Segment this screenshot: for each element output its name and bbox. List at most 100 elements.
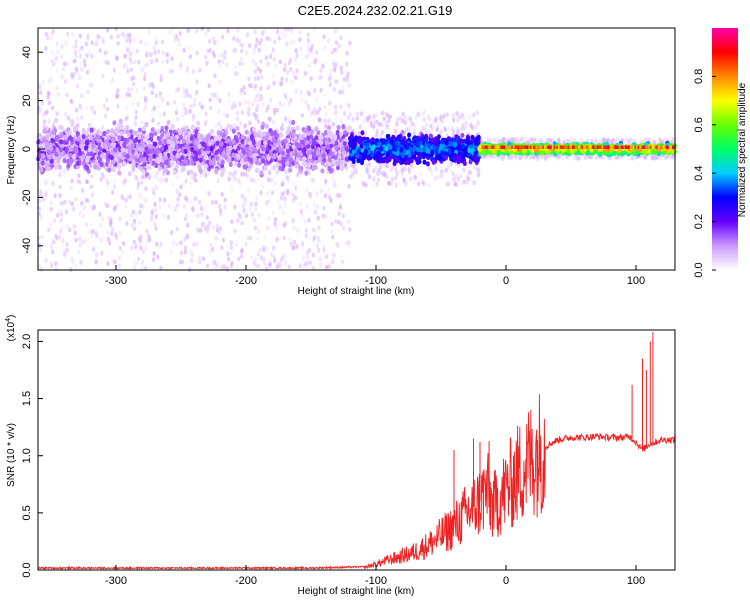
spectrogram-cell <box>66 115 70 120</box>
spectrogram-cell <box>284 116 288 122</box>
spectrogram-cell <box>324 123 328 129</box>
spectrogram-cell <box>38 107 43 113</box>
spectrogram-cell <box>194 128 199 134</box>
spectrogram-cell <box>356 111 360 116</box>
spectrogram-cell <box>261 102 265 108</box>
spectrogram-cell <box>128 56 132 62</box>
spectrogram-cell <box>189 248 193 254</box>
spectrogram-cell <box>204 111 208 117</box>
spectrogram-cell <box>394 182 398 188</box>
spectrogram-cell <box>151 187 155 193</box>
spectrogram-cell <box>337 43 341 49</box>
spectrogram-cell <box>301 241 305 247</box>
spectrogram-cell <box>92 205 96 210</box>
spectrogram-cell <box>200 212 204 218</box>
spectrogram-cell <box>266 155 271 161</box>
spectrogram-cell <box>227 98 231 104</box>
spectrogram-cell <box>197 150 202 156</box>
spectrogram-cell <box>44 46 48 51</box>
spectrogram-cell <box>74 264 78 269</box>
spectrogram-cell <box>157 176 161 182</box>
spectrogram-cell <box>70 256 74 262</box>
spectrogram-cell <box>52 121 56 127</box>
spectrogram-cell <box>233 144 238 150</box>
spectrogram-cell <box>331 139 336 145</box>
spectrogram-cell <box>226 251 230 257</box>
spectrogram-cell <box>307 107 311 112</box>
spectrogram-cell <box>219 125 223 131</box>
spectrogram-cell <box>316 236 320 241</box>
spectrogram-cell <box>338 89 342 95</box>
spectrogram-cell <box>268 170 272 176</box>
spectrogram-cell <box>310 178 314 184</box>
spectrogram-cell <box>124 198 128 203</box>
spectrogram-cell <box>86 198 90 204</box>
spectrogram-cell <box>55 136 60 143</box>
spectrogram-cell <box>132 239 136 245</box>
spectrogram-cell <box>138 192 142 198</box>
spectrogram-cell <box>181 259 185 265</box>
spectrogram-cell <box>150 127 155 133</box>
spectrogram-cell <box>125 92 129 97</box>
spectrogram-cell <box>368 114 372 120</box>
spectrogram-cell <box>166 120 171 126</box>
spectrogram-cell <box>308 63 312 69</box>
spectrogram-cell <box>196 213 200 219</box>
spectrogram-cell <box>327 156 332 163</box>
spectrogram-cell <box>122 160 127 166</box>
spectrogram-cell <box>243 123 247 129</box>
spectrogram-cell <box>101 73 105 79</box>
spectrogram-cell <box>110 231 114 237</box>
spectrogram-cell <box>271 47 275 53</box>
spectrogram-cell <box>332 62 336 68</box>
spectrogram-cell <box>279 125 284 132</box>
spectrogram-cell <box>278 262 282 268</box>
spectrogram-cell <box>225 62 229 67</box>
spectrogram-heatmap <box>36 26 677 272</box>
spectrogram-cell <box>425 161 430 167</box>
spectrogram-cell <box>186 171 190 176</box>
spectrogram-cell <box>304 170 309 176</box>
spectrogram-cell <box>81 188 85 193</box>
spectrogram-cell <box>328 82 332 88</box>
spectrogram-cell <box>451 128 455 134</box>
spectrogram-cell <box>40 160 45 166</box>
spectrogram-cell <box>149 132 154 139</box>
spectrogram-cell <box>286 148 290 154</box>
spectrogram-cell <box>245 50 249 56</box>
spectrogram-cell <box>339 104 343 110</box>
spectrogram-cell <box>267 139 272 146</box>
spectrogram-cell <box>460 126 464 132</box>
spectrogram-cell <box>110 131 115 138</box>
spectrogram-cell <box>311 155 316 161</box>
spectrogram-cell <box>264 123 268 129</box>
spectrogram-cell <box>341 150 346 156</box>
spectrogram-cell <box>319 87 323 93</box>
spectrogram-cell <box>299 46 303 52</box>
spectrogram-cell <box>256 119 260 124</box>
spectrogram-cell <box>454 182 458 188</box>
spectrogram-cell <box>99 237 103 243</box>
spectrogram-cell <box>271 210 275 216</box>
spectrogram-cell <box>64 111 68 117</box>
spectrogram-cell <box>345 74 349 80</box>
spectrogram-cell <box>105 106 110 112</box>
spectrogram-cell <box>38 198 42 204</box>
spectrogram-cell <box>57 164 62 170</box>
spectrogram-cell <box>335 115 339 121</box>
spectrogram-cell <box>470 125 474 131</box>
spectrogram-cell <box>270 190 275 196</box>
spectrogram-cell <box>246 235 251 241</box>
spectrogram-cell <box>344 146 349 152</box>
spectrogram-cell <box>125 124 130 130</box>
spectrogram-cell <box>91 246 95 252</box>
spectrogram-cell <box>174 163 179 170</box>
spectrogram-cell <box>433 176 437 182</box>
spectrogram-cell <box>214 150 219 156</box>
spectrogram-cell <box>39 193 43 198</box>
spectrogram-cell <box>70 122 74 127</box>
spectrogram-cell <box>262 257 266 263</box>
spectrogram-cell <box>211 225 215 230</box>
spectrogram-cell <box>248 83 252 88</box>
spectrogram-cell <box>39 247 43 253</box>
